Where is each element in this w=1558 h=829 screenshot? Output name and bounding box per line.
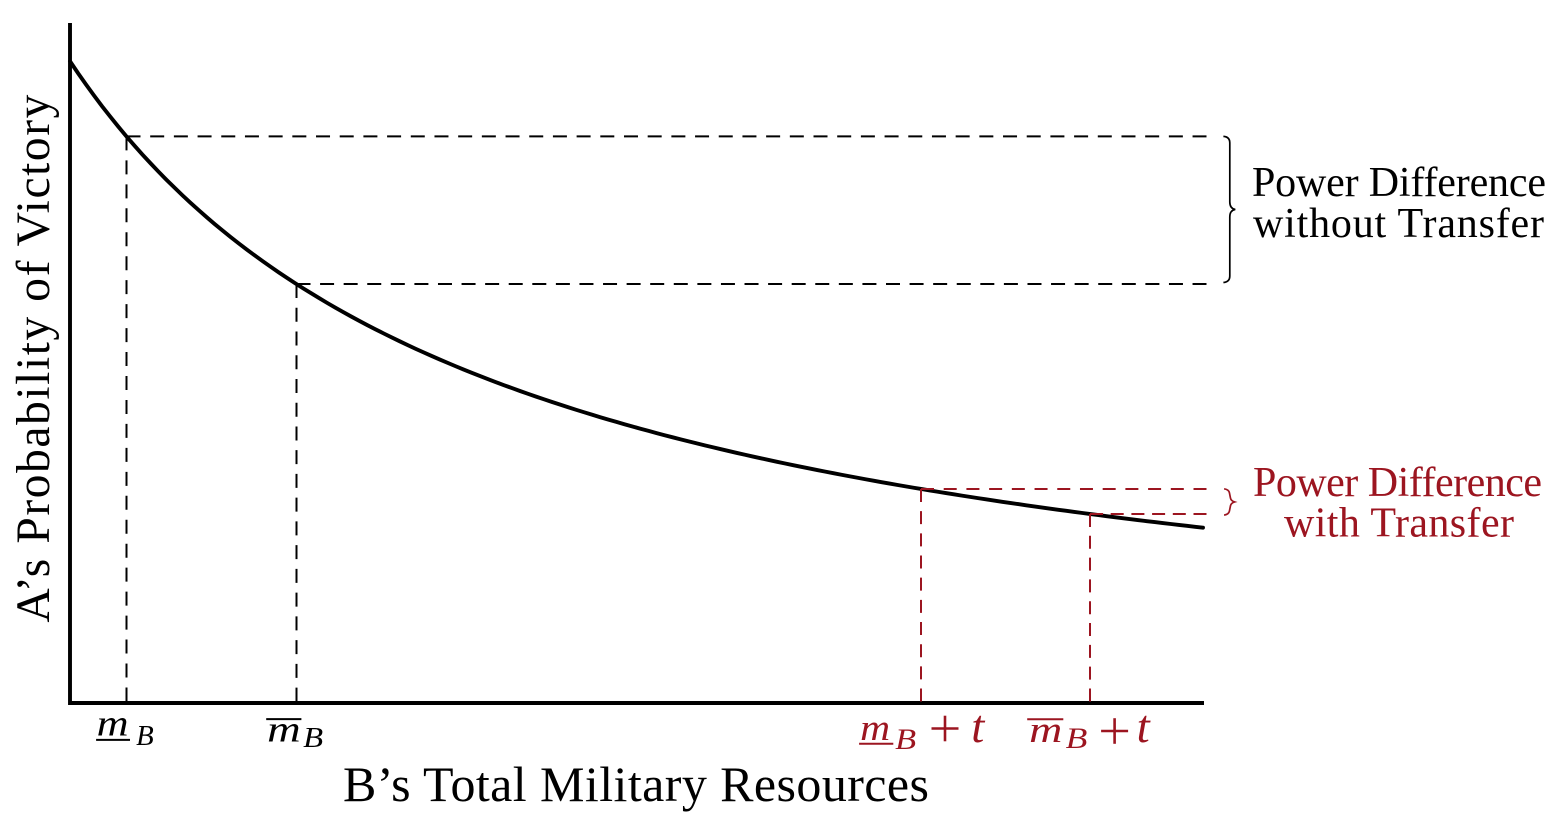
svg-text:m: m [267,709,301,750]
svg-text:A’s Probability of Victory: A’s Probability of Victory [8,94,60,622]
svg-text:t: t [971,701,985,753]
svg-text:B: B [895,723,916,756]
svg-text:m: m [1029,710,1062,751]
svg-text:B: B [136,720,154,752]
svg-text:Power Difference: Power Difference [1253,460,1542,506]
svg-text:m: m [860,708,890,749]
svg-text:with Transfer: with Transfer [1284,501,1514,547]
svg-text:Power Difference: Power Difference [1252,160,1546,206]
svg-text:B: B [303,722,323,754]
svg-text:B: B [1066,722,1088,755]
svg-text:t: t [1137,701,1151,753]
svg-text:B’s Total Military Resources: B’s Total Military Resources [343,756,929,812]
svg-text:without Transfer: without Transfer [1253,201,1544,247]
svg-text:m: m [97,703,129,744]
